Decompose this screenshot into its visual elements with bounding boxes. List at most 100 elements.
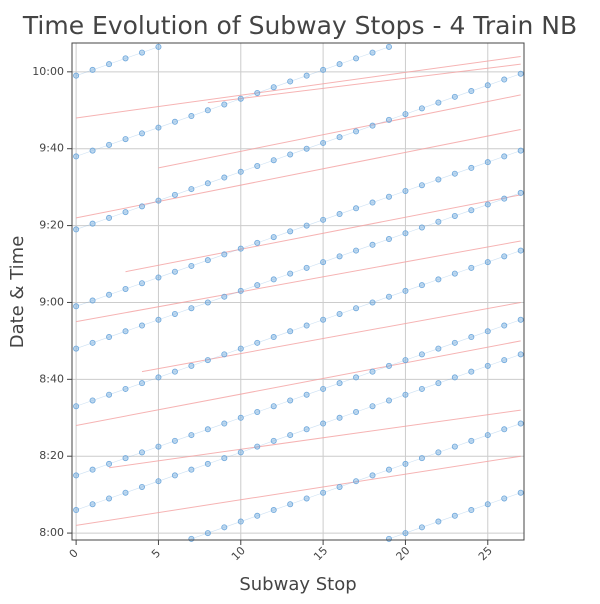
stop-point bbox=[517, 247, 524, 254]
stop-point bbox=[320, 420, 327, 427]
stop-point bbox=[303, 322, 310, 329]
stop-point bbox=[353, 55, 360, 62]
stop-point bbox=[320, 489, 327, 496]
stop-point bbox=[501, 495, 508, 502]
stop-point bbox=[435, 99, 442, 106]
stop-line bbox=[125, 194, 521, 273]
stop-line bbox=[76, 455, 521, 526]
stop-point bbox=[89, 339, 96, 346]
stop-point bbox=[171, 118, 178, 125]
stop-point bbox=[369, 122, 376, 129]
stop-point bbox=[237, 345, 244, 352]
stop-point bbox=[188, 305, 195, 312]
stop-point bbox=[270, 437, 277, 444]
stop-point bbox=[188, 535, 195, 542]
stop-point bbox=[517, 147, 524, 154]
stop-point bbox=[221, 251, 228, 258]
stop-point bbox=[451, 339, 458, 346]
stop-line bbox=[207, 63, 521, 104]
stop-point bbox=[501, 357, 508, 364]
stop-point bbox=[221, 293, 228, 300]
stop-point bbox=[122, 489, 129, 496]
stop-point bbox=[155, 443, 162, 450]
stop-point bbox=[336, 211, 343, 218]
stop-point bbox=[468, 264, 475, 271]
stop-point bbox=[106, 61, 113, 68]
train-line bbox=[388, 492, 521, 540]
train-line bbox=[76, 150, 521, 307]
stop-point bbox=[517, 70, 524, 77]
stop-point bbox=[138, 322, 145, 329]
stop-point bbox=[320, 385, 327, 392]
stop-point bbox=[418, 455, 425, 462]
stop-point bbox=[122, 209, 129, 216]
stop-line bbox=[76, 340, 521, 426]
stop-point bbox=[320, 216, 327, 223]
stop-point bbox=[204, 357, 211, 364]
x-axis-label: Subway Stop bbox=[239, 574, 356, 595]
stop-point bbox=[484, 328, 491, 335]
stop-point bbox=[204, 299, 211, 306]
stop-point bbox=[270, 507, 277, 514]
stop-point bbox=[402, 287, 409, 294]
stop-point bbox=[501, 426, 508, 433]
stop-point bbox=[287, 501, 294, 508]
stop-point bbox=[501, 195, 508, 202]
x-tick-label: 20 bbox=[394, 544, 413, 563]
stop-point bbox=[468, 507, 475, 514]
train-line bbox=[76, 73, 521, 230]
stop-point bbox=[402, 357, 409, 364]
stop-point bbox=[303, 145, 310, 152]
stop-point bbox=[254, 409, 261, 416]
stop-point bbox=[188, 262, 195, 269]
stop-point bbox=[468, 368, 475, 375]
stop-point bbox=[435, 218, 442, 225]
stop-point bbox=[73, 345, 80, 352]
stop-point bbox=[254, 339, 261, 346]
stop-point bbox=[155, 274, 162, 281]
stop-point bbox=[385, 397, 392, 404]
stop-point bbox=[138, 380, 145, 387]
stop-point bbox=[237, 414, 244, 421]
stop-point bbox=[369, 368, 376, 375]
train-line bbox=[76, 250, 521, 407]
stop-point bbox=[106, 495, 113, 502]
stop-point bbox=[287, 270, 294, 277]
stop-point bbox=[303, 426, 310, 433]
y-tick-label: 9:00 bbox=[39, 295, 64, 308]
y-axis-label: Date & Time bbox=[7, 236, 28, 349]
stop-point bbox=[385, 535, 392, 542]
stop-point bbox=[320, 259, 327, 266]
stop-point bbox=[369, 299, 376, 306]
stop-point bbox=[451, 170, 458, 177]
stop-point bbox=[336, 61, 343, 68]
stop-point bbox=[468, 164, 475, 171]
stop-point bbox=[89, 297, 96, 304]
stop-point bbox=[501, 153, 508, 160]
stop-point bbox=[221, 455, 228, 462]
stop-point bbox=[138, 449, 145, 456]
y-tick-label: 8:20 bbox=[39, 449, 64, 462]
stop-point bbox=[106, 141, 113, 148]
stop-point bbox=[385, 193, 392, 200]
stop-point bbox=[254, 512, 261, 519]
stop-line bbox=[158, 94, 521, 169]
stop-point bbox=[501, 76, 508, 83]
stop-point bbox=[106, 291, 113, 298]
stop-point bbox=[155, 197, 162, 204]
stop-point bbox=[369, 241, 376, 248]
stop-point bbox=[320, 316, 327, 323]
stop-point bbox=[320, 139, 327, 146]
stop-point bbox=[484, 432, 491, 439]
stop-point bbox=[138, 130, 145, 137]
stop-point bbox=[484, 201, 491, 208]
stop-point bbox=[270, 276, 277, 283]
stop-point bbox=[73, 472, 80, 479]
stop-point bbox=[171, 472, 178, 479]
stop-point bbox=[188, 186, 195, 193]
stop-point bbox=[369, 49, 376, 56]
stop-point bbox=[451, 374, 458, 381]
stop-point bbox=[517, 489, 524, 496]
stop-point bbox=[287, 228, 294, 235]
stop-point bbox=[188, 362, 195, 369]
